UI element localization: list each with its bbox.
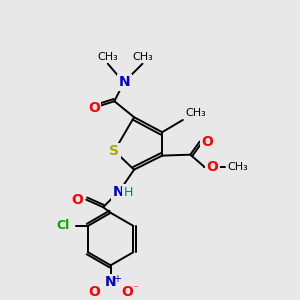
Text: O: O xyxy=(72,193,83,207)
Text: CH₃: CH₃ xyxy=(228,162,249,172)
Text: ⁻: ⁻ xyxy=(132,284,138,294)
Text: N: N xyxy=(105,275,116,289)
Text: Cl: Cl xyxy=(56,219,69,232)
Text: O: O xyxy=(88,285,100,298)
Text: O: O xyxy=(88,101,100,115)
Text: +: + xyxy=(113,274,121,284)
Text: O: O xyxy=(206,160,218,174)
Text: S: S xyxy=(110,144,119,158)
Text: CH₃: CH₃ xyxy=(98,52,118,62)
Text: CH₃: CH₃ xyxy=(132,52,153,62)
Text: CH₃: CH₃ xyxy=(186,108,206,118)
Text: N: N xyxy=(112,185,124,199)
Text: H: H xyxy=(124,186,133,199)
Text: O: O xyxy=(202,134,213,148)
Text: O: O xyxy=(122,285,134,298)
Text: N: N xyxy=(119,76,130,89)
